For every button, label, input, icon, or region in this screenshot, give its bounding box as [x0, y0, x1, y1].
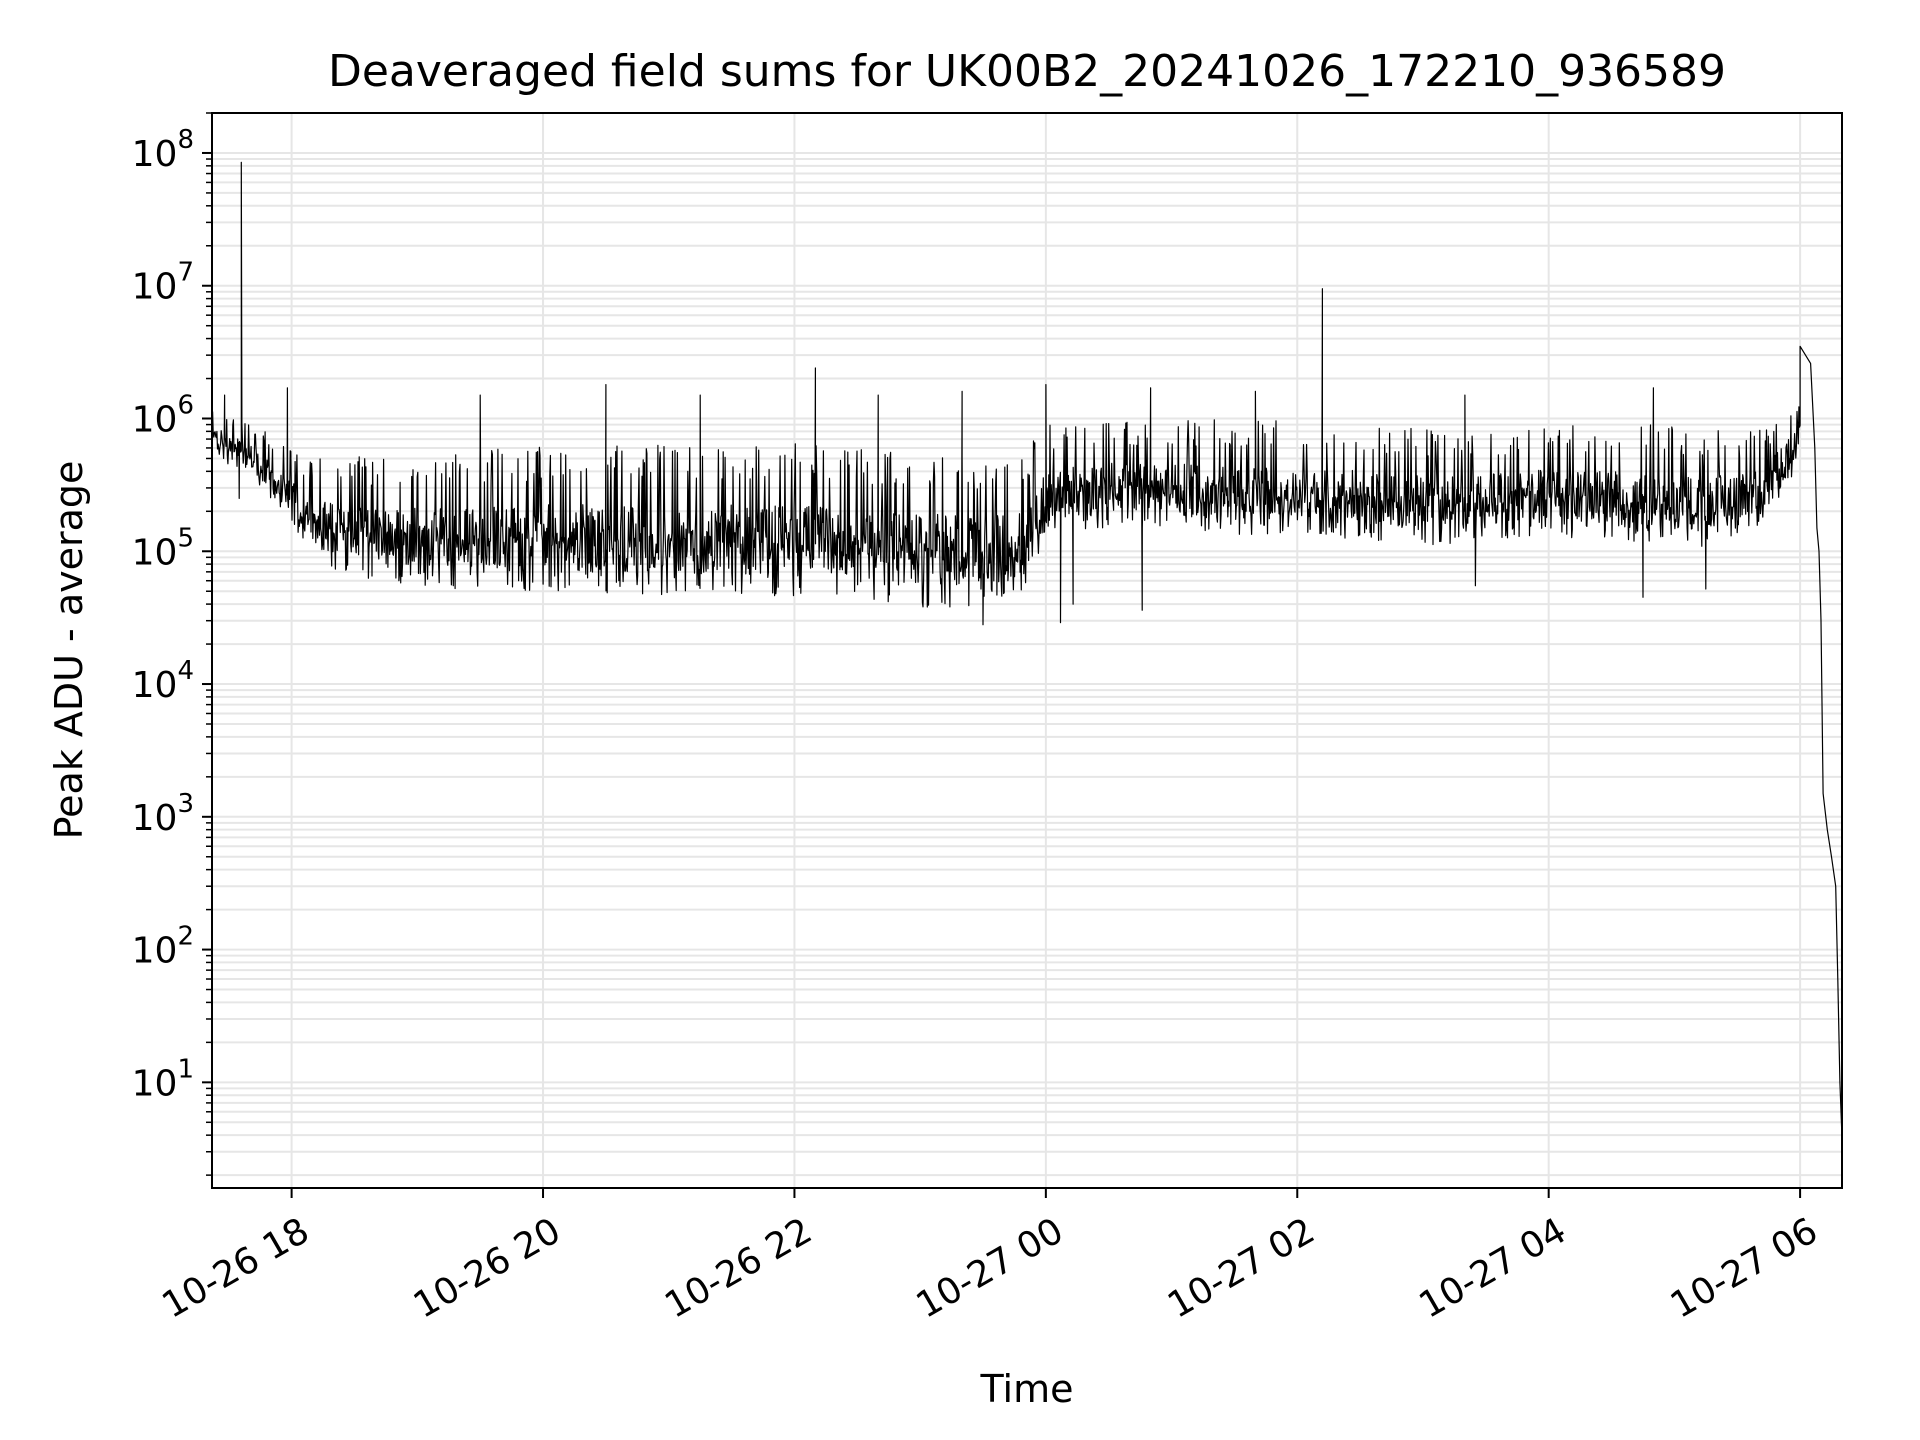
- y-tick-label: 107: [132, 258, 194, 308]
- y-axis: 101 102 103 104 105 106 107 108: [132, 112, 212, 1176]
- y-tick-label: 102: [132, 922, 194, 972]
- data-series: [211, 161, 1843, 1139]
- y-axis-label: Peak ADU - average: [47, 461, 91, 840]
- grid: [212, 112, 1842, 1188]
- x-axis-label: Time: [980, 1367, 1074, 1411]
- y-tick-label: 108: [132, 125, 194, 175]
- plot-area-frame: [211, 112, 1843, 1189]
- y-tick-label: 103: [132, 789, 194, 839]
- y-tick-label: 105: [132, 523, 194, 573]
- chart-title: Deaveraged field sums for UK00B2_2024102…: [328, 46, 1726, 97]
- series-line: [211, 161, 1843, 1139]
- y-tick-label: 101: [132, 1054, 194, 1104]
- y-tick-label: 104: [132, 656, 194, 706]
- y-tick-label: 106: [132, 391, 194, 441]
